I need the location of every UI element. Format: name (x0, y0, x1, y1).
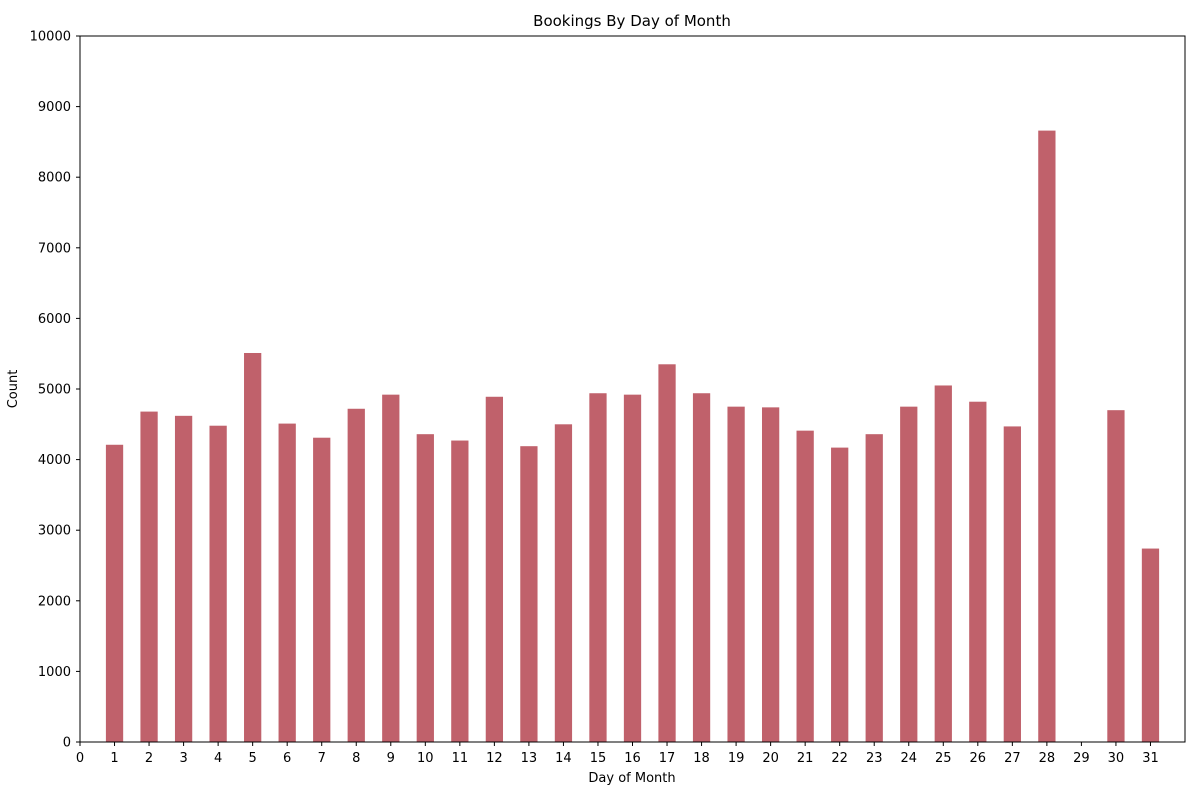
y-tick-label: 10000 (30, 30, 71, 45)
y-tick-label: 9000 (38, 100, 71, 115)
x-tick-label: 8 (352, 751, 360, 766)
y-axis-ticks: 0 1000 2000 3000 4000 5000 6000 7000 8000 9000 100… (30, 30, 80, 751)
bar-day-4 (209, 425, 227, 742)
bar-day-6 (278, 423, 296, 742)
bar-day-5 (244, 352, 262, 742)
x-tick-label: 14 (555, 751, 572, 766)
bar-day-2 (140, 411, 158, 742)
x-tick-label: 24 (900, 751, 917, 766)
y-tick-label: 6000 (38, 312, 71, 327)
x-tick-label: 17 (659, 751, 676, 766)
bar-day-31 (1141, 548, 1160, 742)
chart-title: Bookings By Day of Month (533, 12, 731, 30)
x-tick-label: 12 (486, 751, 503, 766)
x-tick-label: 5 (249, 751, 257, 766)
x-tick-label: 31 (1142, 751, 1159, 766)
x-tick-label: 25 (935, 751, 952, 766)
bar-day-9 (382, 394, 400, 742)
x-tick-label: 18 (693, 751, 710, 766)
bar-day-1 (105, 444, 124, 742)
x-tick-label: 23 (866, 751, 883, 766)
y-tick-label: 0 (63, 736, 71, 751)
bar-day-12 (485, 396, 504, 742)
bar-day-23 (865, 434, 883, 742)
x-tick-label: 15 (590, 751, 607, 766)
x-tick-label: 11 (452, 751, 469, 766)
x-tick-label: 22 (831, 751, 848, 766)
x-tick-label: 16 (624, 751, 641, 766)
x-tick-label: 10 (417, 751, 434, 766)
x-tick-label: 27 (1004, 751, 1021, 766)
x-tick-label: 1 (110, 751, 118, 766)
bar-day-19 (727, 406, 745, 742)
bar-day-26 (969, 401, 987, 742)
x-tick-label: 13 (521, 751, 538, 766)
bar-day-15 (589, 393, 607, 742)
bar-day-3 (174, 415, 193, 742)
bar-day-30 (1107, 410, 1125, 742)
bar-day-16 (623, 394, 642, 742)
bar-day-10 (416, 434, 434, 742)
bar-day-17 (658, 364, 676, 742)
x-axis-label: Day of Month (588, 771, 675, 786)
x-axis-ticks: 0 1 2 3 4 5 6 7 8 9 10 11 12 13 14 15 16 17 18 19 20 21 22 23 24… (76, 742, 1159, 766)
bar-day-13 (520, 446, 538, 742)
bar-day-18 (692, 393, 711, 742)
plot-frame (79, 35, 1186, 743)
bar-day-8 (347, 408, 365, 742)
x-tick-label: 6 (283, 751, 291, 766)
y-tick-label: 4000 (38, 453, 71, 468)
x-tick-label: 7 (318, 751, 326, 766)
bar-day-21 (796, 430, 814, 742)
x-tick-label: 28 (1039, 751, 1056, 766)
x-tick-label: 29 (1073, 751, 1090, 766)
y-tick-label: 1000 (38, 665, 71, 680)
x-tick-label: 30 (1108, 751, 1125, 766)
y-tick-label: 5000 (38, 383, 71, 398)
y-tick-label: 7000 (38, 241, 71, 256)
x-tick-label: 21 (797, 751, 814, 766)
bar-day-25 (934, 385, 952, 742)
y-tick-label: 8000 (38, 171, 71, 186)
bar-day-28 (1038, 130, 1056, 743)
x-tick-label: 3 (179, 751, 187, 766)
bar-day-14 (554, 424, 573, 742)
bar-day-11 (451, 440, 469, 742)
bar-day-22 (831, 447, 849, 742)
x-tick-label: 0 (76, 751, 84, 766)
y-tick-label: 2000 (38, 594, 71, 609)
bar-day-24 (900, 406, 918, 742)
x-tick-label: 9 (387, 751, 395, 766)
bar-day-27 (1003, 426, 1021, 742)
bars-group (105, 130, 1160, 743)
bar-day-20 (761, 407, 780, 742)
y-axis-label: Count (6, 370, 21, 409)
y-tick-label: 3000 (38, 524, 71, 539)
x-tick-label: 4 (214, 751, 222, 766)
x-tick-label: 26 (970, 751, 987, 766)
x-tick-label: 2 (145, 751, 153, 766)
bar-day-7 (313, 437, 331, 742)
x-tick-label: 19 (728, 751, 745, 766)
x-tick-label: 20 (762, 751, 779, 766)
